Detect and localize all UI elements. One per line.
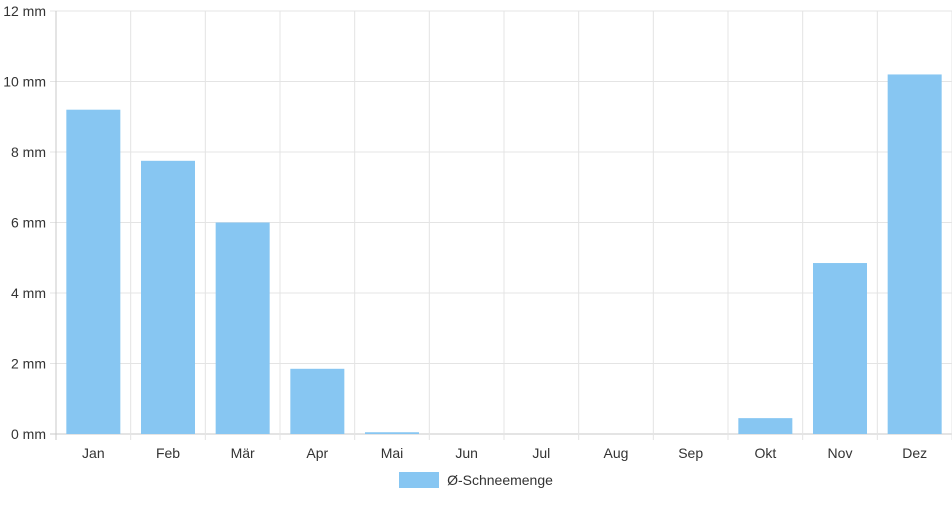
legend[interactable]: Ø-Schneemenge — [0, 472, 952, 488]
y-tick-label: 8 mm — [11, 144, 46, 160]
bar — [141, 160, 195, 434]
legend-swatch — [399, 472, 440, 488]
x-tick-label: Jun — [455, 445, 478, 461]
x-tick-label: Mär — [231, 445, 255, 461]
x-tick-label: Sep — [678, 445, 703, 461]
x-tick-label: Dez — [902, 445, 927, 461]
y-tick-label: 2 mm — [11, 356, 46, 372]
x-tick-label: Apr — [306, 445, 328, 461]
bar — [290, 368, 345, 434]
bar — [813, 263, 867, 434]
bar — [887, 74, 942, 434]
bar — [66, 109, 121, 434]
x-tick-label: Mai — [381, 445, 404, 461]
x-tick-label: Aug — [604, 445, 629, 461]
x-tick-label: Jul — [532, 445, 550, 461]
bar — [215, 222, 270, 434]
bars — [66, 74, 942, 434]
gridlines — [50, 10, 952, 440]
y-tick-label: 4 mm — [11, 285, 46, 301]
bar — [365, 432, 419, 434]
legend-label: Ø-Schneemenge — [447, 472, 553, 488]
x-tick-label: Jan — [82, 445, 105, 461]
x-tick-label: Nov — [828, 445, 853, 461]
y-tick-label: 6 mm — [11, 215, 46, 231]
x-tick-label: Feb — [156, 445, 180, 461]
y-tick-label: 0 mm — [11, 426, 46, 442]
bar — [738, 418, 793, 434]
y-tick-label: 10 mm — [3, 74, 46, 90]
x-tick-label: Okt — [754, 445, 776, 461]
axes: 0 mm 2 mm 4 mm 6 mm 8 mm 10 mm 12 mm Jan Feb Mär A… — [3, 3, 927, 461]
y-tick-label: 12 mm — [3, 3, 46, 19]
